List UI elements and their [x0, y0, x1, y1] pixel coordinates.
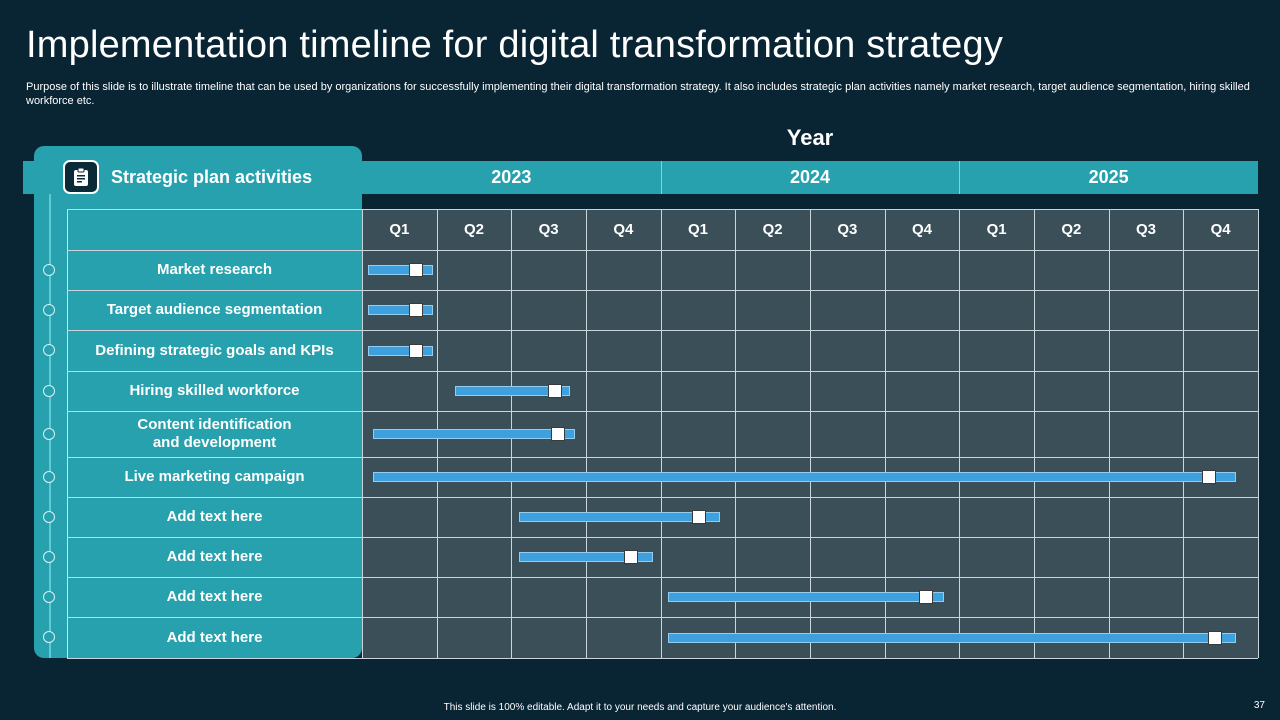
gantt-bar: [518, 552, 654, 562]
timeline-node: [43, 303, 55, 316]
gantt-bar: [668, 592, 945, 602]
gantt-marker: [1202, 470, 1217, 484]
gantt-bar: [367, 265, 433, 275]
panel-timeline-line: [49, 176, 51, 658]
gantt-bar: [373, 429, 575, 439]
quarter-header: Q1: [986, 221, 1007, 238]
gantt-marker: [547, 384, 562, 398]
gantt-bar: [455, 386, 570, 396]
gantt-marker: [408, 263, 423, 277]
quarter-header: Q2: [762, 221, 783, 238]
year-label-2024: 2024: [789, 167, 830, 187]
gantt-marker: [408, 343, 423, 358]
activities-panel: [34, 146, 362, 658]
timeline-node: [43, 384, 55, 397]
activity-label: Defining strategic goals and KPIs: [95, 341, 334, 359]
grid-column-line: [660, 209, 662, 658]
grid-column-line: [884, 209, 886, 658]
grid-column-line: [1258, 209, 1259, 658]
gantt-marker: [1208, 630, 1223, 645]
chart-title: Year: [786, 125, 834, 150]
gantt-marker: [551, 427, 566, 441]
timeline-node: [43, 263, 55, 276]
gantt-bar: [367, 345, 433, 356]
grid-column-line: [959, 209, 961, 658]
grid-row-line: [67, 617, 1258, 618]
footer-note: This slide is 100% editable. Adapt it to…: [443, 702, 837, 713]
timeline-node: [43, 631, 55, 643]
year-header-band: [23, 161, 1258, 194]
gantt-marker: [692, 510, 707, 524]
timeline-node: [43, 470, 55, 483]
timeline-node: [43, 510, 55, 523]
activity-label: Live marketing campaign: [124, 468, 305, 485]
year-label-2025: 2025: [1088, 167, 1129, 187]
grid-row-line: [67, 537, 1258, 538]
quarter-header: Q3: [837, 221, 858, 238]
quarter-header: Q2: [463, 221, 484, 238]
grid-row-line: [67, 330, 1258, 331]
gantt-bar: [367, 305, 433, 315]
activity-label: Target audience segmentation: [106, 301, 323, 318]
timeline-node: [43, 427, 55, 440]
grid-row-line: [67, 371, 1258, 372]
quarter-header: Q4: [613, 221, 634, 238]
grid-column-line: [735, 209, 737, 658]
grid-column-line: [586, 209, 587, 658]
gantt-marker: [623, 550, 638, 564]
grid-column-line: [1034, 209, 1035, 658]
grid-row-line: [67, 209, 1258, 210]
activity-label: Hiring skilled workforce: [129, 382, 300, 399]
year-separator: [959, 161, 961, 194]
gantt-marker: [408, 303, 423, 317]
page-number: 37: [1253, 700, 1265, 711]
gantt-bar: [518, 512, 721, 522]
activity-label: Add text here: [166, 628, 263, 646]
activity-label: Market research: [156, 261, 273, 278]
grid-row-line: [67, 577, 1258, 578]
slide-subtitle: Purpose of this slide is to illustrate t…: [26, 81, 1250, 107]
quarter-header: Q4: [1210, 221, 1231, 238]
timeline-node: [43, 550, 55, 563]
year-separator: [660, 161, 662, 194]
quarter-header: Q2: [1061, 221, 1082, 238]
activity-label: Content identification and development: [137, 416, 292, 451]
quarter-header: Q1: [389, 221, 410, 238]
clipboard-icon: [63, 160, 99, 194]
gantt-bar: [668, 632, 1236, 643]
activity-label: Add text here: [166, 508, 263, 525]
grid-row-line: [67, 658, 1258, 659]
quarter-header: Q3: [1135, 221, 1156, 238]
grid-column-line: [1183, 209, 1185, 658]
quarter-header: Q4: [911, 221, 932, 238]
timeline-node: [43, 590, 55, 603]
activity-column: [67, 209, 362, 658]
grid-column-line: [810, 209, 811, 658]
activity-label: Add text here: [166, 548, 263, 565]
quarter-header: Q3: [538, 221, 559, 238]
year-label-2023: 2023: [491, 167, 532, 187]
grid-row-line: [67, 411, 1258, 412]
quarter-header: Q1: [687, 221, 708, 238]
activity-label: Add text here: [166, 588, 263, 605]
slide-title: Implementation timeline for digital tran…: [26, 24, 1004, 66]
timeline-node: [43, 344, 55, 356]
gantt-marker: [918, 590, 933, 604]
grid-row-line: [67, 497, 1258, 498]
grid-row-line: [67, 290, 1258, 291]
grid-column-line: [362, 209, 363, 658]
grid-column-line: [1108, 209, 1110, 658]
row-header-label: Strategic plan activities: [111, 167, 313, 187]
grid-row-line: [67, 250, 1258, 251]
gantt-bar: [373, 472, 1236, 482]
grid-row-line: [67, 457, 1258, 458]
